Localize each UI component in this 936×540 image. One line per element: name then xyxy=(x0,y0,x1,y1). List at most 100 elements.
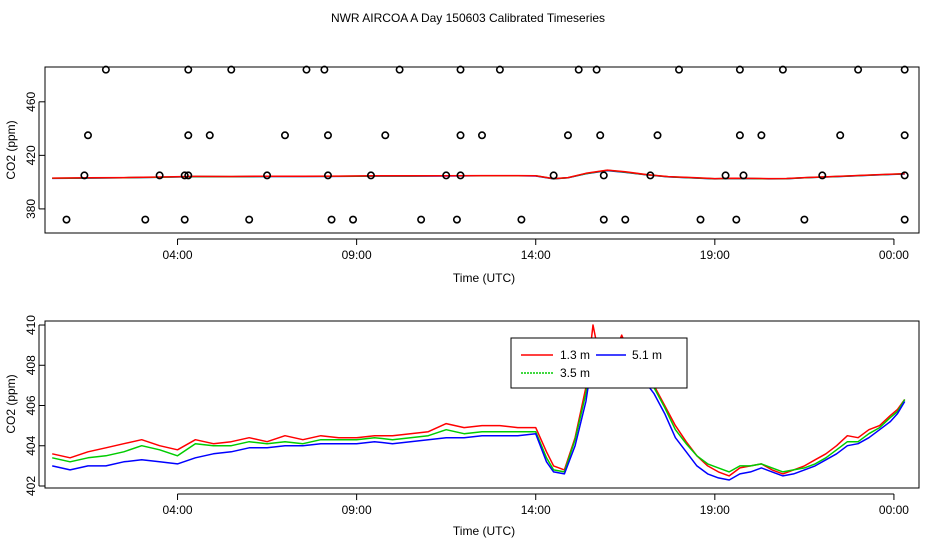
calibration-point xyxy=(653,131,662,140)
x-tick-label: 04:00 xyxy=(163,503,193,517)
calibration-point xyxy=(323,171,332,180)
calibration-point xyxy=(900,215,909,224)
calibration-point xyxy=(732,215,741,224)
calibration-point xyxy=(495,65,504,74)
y-tick-label: 402 xyxy=(24,476,38,496)
calibration-point xyxy=(101,65,110,74)
calibration-point xyxy=(452,215,461,224)
legend: 1.3 m 3.5 m 5.1 m xyxy=(510,337,688,389)
y-axis-bottom: 402 404 406 408 410 xyxy=(24,315,45,496)
calibration-point xyxy=(456,131,465,140)
calibration-point xyxy=(62,215,71,224)
y-axis-label-top: CO2 (ppm) xyxy=(4,120,18,179)
calibration-point xyxy=(320,65,329,74)
calibration-point xyxy=(366,171,375,180)
calibration-point xyxy=(675,65,684,74)
x-axis-label-bottom: Time (UTC) xyxy=(453,524,515,538)
calibration-point xyxy=(227,65,236,74)
calibration-point xyxy=(800,215,809,224)
calibration-point xyxy=(141,215,150,224)
x-tick-label: 00:00 xyxy=(879,503,909,517)
x-axis-label-top: Time (UTC) xyxy=(453,271,515,285)
calibration-point xyxy=(778,65,787,74)
plot-frame-top xyxy=(44,66,920,234)
plot-frame-bottom xyxy=(44,320,920,489)
panel-top-calibrated-timeseries: 380 420 460 04:00 09:00 14:00 19:00 00:00 Time… xyxy=(4,65,920,285)
calibration-point xyxy=(180,171,189,180)
y-tick-label: 410 xyxy=(24,315,38,335)
calibration-point xyxy=(323,131,332,140)
x-tick-label: 09:00 xyxy=(342,248,372,262)
legend-label-2: 3.5 m xyxy=(560,366,590,380)
y-tick-label: 404 xyxy=(24,435,38,455)
calibration-point xyxy=(900,65,909,74)
calibration-point xyxy=(205,131,214,140)
calibration-point xyxy=(517,215,526,224)
x-tick-label: 14:00 xyxy=(521,503,551,517)
y-tick-label: 408 xyxy=(24,355,38,375)
y-tick-label: 380 xyxy=(24,199,38,219)
y-axis-top: 380 420 460 xyxy=(24,91,45,219)
y-tick-label: 460 xyxy=(24,91,38,111)
calibration-point xyxy=(83,131,92,140)
calibration-point xyxy=(739,171,748,180)
x-tick-label: 14:00 xyxy=(521,248,551,262)
calibration-point xyxy=(381,131,390,140)
series-line-2 xyxy=(52,169,905,180)
calibration-point xyxy=(696,215,705,224)
calibration-point xyxy=(735,65,744,74)
panel-bottom-co2-by-height: 402 404 406 408 410 04:00 09:00 14:00 19:00 00:0… xyxy=(4,315,920,538)
calibration-point xyxy=(442,171,451,180)
calibration-point xyxy=(735,131,744,140)
calibration-point xyxy=(646,171,655,180)
calibration-point xyxy=(80,171,89,180)
legend-box xyxy=(510,337,688,389)
calibration-points-top xyxy=(62,65,909,224)
calibration-point xyxy=(184,171,193,180)
calibration-point xyxy=(596,131,605,140)
legend-label-3: 5.1 m xyxy=(632,348,662,362)
calibration-point xyxy=(477,131,486,140)
y-tick-label: 420 xyxy=(24,145,38,165)
calibration-point xyxy=(245,215,254,224)
series-line-2 xyxy=(52,338,906,473)
calibration-point xyxy=(621,215,630,224)
calibration-point xyxy=(456,65,465,74)
x-tick-label: 19:00 xyxy=(700,503,730,517)
series-line-1 xyxy=(52,169,905,180)
x-tick-label: 19:00 xyxy=(700,248,730,262)
x-tick-label: 09:00 xyxy=(342,503,372,517)
calibration-point xyxy=(263,171,272,180)
calibration-point xyxy=(757,131,766,140)
calibration-point xyxy=(302,65,311,74)
calibration-point xyxy=(327,215,336,224)
series-lines-top xyxy=(52,169,905,180)
calibration-point xyxy=(599,171,608,180)
calibration-point xyxy=(349,215,358,224)
calibration-point xyxy=(184,65,193,74)
calibration-point xyxy=(818,171,827,180)
series-lines-bottom xyxy=(52,324,906,481)
series-line-3 xyxy=(52,344,906,481)
calibration-point xyxy=(549,171,558,180)
x-axis-bottom: 04:00 09:00 14:00 19:00 00:00 xyxy=(163,493,909,517)
x-axis-top: 04:00 09:00 14:00 19:00 00:00 xyxy=(163,238,909,262)
x-tick-label: 04:00 xyxy=(163,248,193,262)
calibration-point xyxy=(854,65,863,74)
calibration-point xyxy=(395,65,404,74)
y-axis-label-bottom: CO2 (ppm) xyxy=(4,374,18,433)
calibration-point xyxy=(184,131,193,140)
calibration-point xyxy=(836,131,845,140)
legend-label-1: 1.3 m xyxy=(560,348,590,362)
calibration-point xyxy=(900,171,909,180)
x-tick-label: 00:00 xyxy=(879,248,909,262)
calibration-point xyxy=(900,131,909,140)
calibration-point xyxy=(280,131,289,140)
calibration-point xyxy=(574,65,583,74)
series-line-3 xyxy=(52,169,905,180)
calibration-point xyxy=(180,215,189,224)
calibration-point xyxy=(592,65,601,74)
y-tick-label: 406 xyxy=(24,395,38,415)
calibration-point xyxy=(721,171,730,180)
